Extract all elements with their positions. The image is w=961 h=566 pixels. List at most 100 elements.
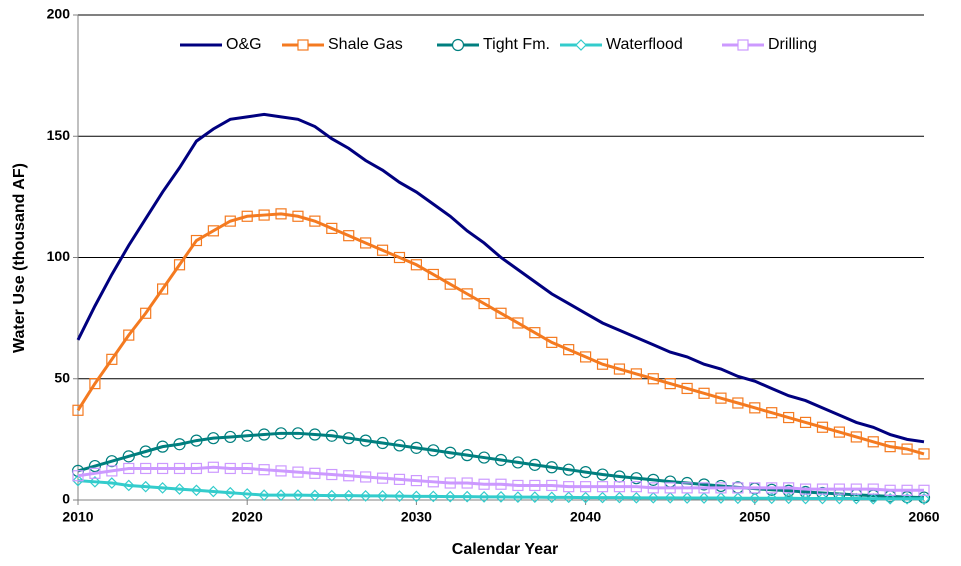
- marker: [173, 259, 186, 271]
- marker: [579, 491, 592, 504]
- legend-item: Tight Fm.: [437, 36, 550, 53]
- legend-item: Shale Gas: [282, 36, 403, 53]
- marker: [613, 491, 626, 504]
- marker: [275, 489, 287, 501]
- legend-item: Waterflood: [560, 36, 683, 53]
- marker: [122, 450, 135, 463]
- marker: [596, 491, 609, 504]
- legend-label: Waterflood: [606, 36, 683, 53]
- marker: [799, 492, 812, 505]
- marker: [139, 445, 152, 458]
- marker: [376, 490, 389, 502]
- x-tick-label: 2020: [232, 509, 263, 525]
- marker: [427, 490, 440, 503]
- x-tick-label: 2060: [908, 509, 939, 525]
- marker: [765, 492, 778, 505]
- marker: [72, 404, 84, 416]
- y-tick-label: 150: [47, 127, 71, 143]
- marker: [478, 490, 490, 503]
- marker: [546, 336, 558, 348]
- marker: [444, 278, 456, 290]
- marker: [105, 455, 118, 468]
- marker: [376, 244, 389, 256]
- x-tick-label: 2040: [570, 509, 601, 525]
- marker: [190, 234, 203, 247]
- legend-label: Tight Fm.: [483, 36, 550, 53]
- marker: [461, 288, 473, 300]
- marker: [89, 378, 101, 390]
- marker: [918, 492, 930, 505]
- marker: [342, 489, 355, 502]
- marker: [748, 492, 761, 505]
- y-axis-title: Water Use (thousand AF): [11, 163, 28, 353]
- marker: [664, 491, 677, 504]
- marker: [297, 39, 309, 51]
- marker: [529, 327, 541, 339]
- marker: [88, 459, 102, 473]
- x-tick-label: 2030: [401, 509, 432, 525]
- marker: [579, 351, 592, 363]
- marker: [563, 344, 575, 356]
- y-tick-label: 0: [62, 491, 70, 507]
- marker: [157, 283, 169, 295]
- marker: [393, 490, 406, 502]
- marker: [359, 490, 372, 502]
- marker: [512, 317, 524, 329]
- marker: [850, 492, 863, 505]
- marker: [698, 492, 710, 504]
- marker: [478, 297, 490, 310]
- marker: [867, 492, 880, 505]
- series-line: [76, 112, 925, 444]
- marker: [325, 489, 338, 502]
- marker: [562, 491, 575, 504]
- series-line: [77, 465, 924, 492]
- marker: [545, 491, 558, 504]
- marker: [647, 491, 660, 504]
- legend-label: O&G: [226, 36, 262, 53]
- marker: [410, 490, 423, 503]
- marker: [451, 38, 465, 52]
- marker: [393, 251, 406, 264]
- marker: [360, 237, 372, 249]
- legend-label: Drilling: [768, 36, 817, 53]
- marker: [106, 353, 118, 365]
- marker: [732, 492, 744, 505]
- marker: [833, 492, 846, 505]
- marker: [444, 490, 457, 503]
- marker: [461, 490, 474, 503]
- marker: [140, 307, 152, 319]
- x-tick-label: 2010: [62, 509, 93, 525]
- marker: [309, 489, 321, 502]
- marker: [343, 230, 355, 242]
- legend-item: O&G: [180, 36, 262, 53]
- marker: [737, 39, 749, 51]
- marker: [410, 259, 422, 271]
- legend-label: Shale Gas: [328, 36, 403, 53]
- marker: [495, 307, 507, 319]
- marker: [575, 39, 587, 51]
- marker: [512, 491, 524, 503]
- marker: [630, 491, 643, 504]
- marker: [427, 268, 439, 281]
- marker: [681, 492, 693, 504]
- marker: [782, 492, 795, 505]
- marker: [326, 222, 338, 234]
- marker: [207, 225, 219, 237]
- marker: [816, 492, 829, 505]
- marker: [884, 492, 897, 505]
- marker: [123, 329, 135, 341]
- x-tick-label: 2050: [739, 509, 770, 525]
- marker: [495, 490, 507, 503]
- series-line: [77, 479, 924, 501]
- x-axis-title: Calendar Year: [452, 541, 558, 558]
- series-line: [76, 212, 925, 456]
- marker: [901, 492, 913, 505]
- y-tick-label: 100: [47, 248, 71, 264]
- marker: [72, 474, 84, 487]
- series-line: [77, 431, 925, 500]
- y-tick-label: 200: [47, 6, 71, 22]
- y-tick-label: 50: [54, 369, 70, 385]
- marker: [528, 491, 541, 503]
